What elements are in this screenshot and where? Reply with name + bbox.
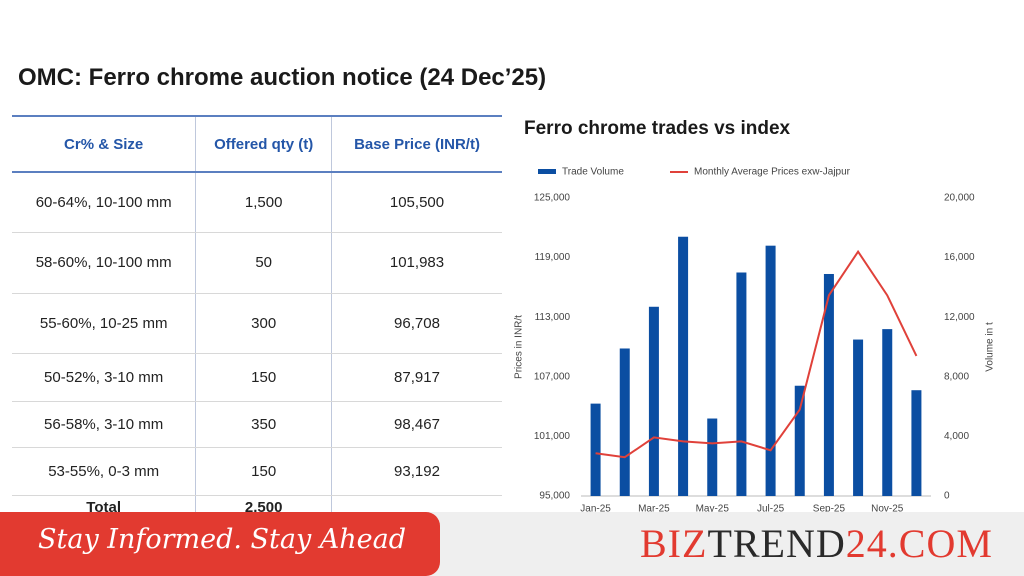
column-header: Cr% & Size	[12, 115, 196, 173]
bar	[707, 418, 718, 496]
brand-part: TREND	[707, 521, 846, 566]
y-tick-label: 101,000	[534, 431, 571, 442]
table-cell: 150	[195, 447, 332, 496]
table-row: 60-64%, 10-100 mm 1,500 105,500	[12, 172, 502, 233]
y2-tick-label: 16,000	[944, 252, 975, 263]
y2-tick-label: 8,000	[944, 371, 969, 382]
table-row: 50-52%, 3-10 mm 150 87,917	[12, 353, 502, 402]
table-cell: 53-55%, 0-3 mm	[12, 447, 196, 496]
table-cell: 96,708	[331, 293, 502, 354]
column-header: Offered qty (t)	[195, 115, 332, 173]
y2-axis-title: Volume in t	[985, 322, 996, 372]
price-line	[595, 249, 918, 459]
bar	[619, 348, 630, 496]
chart: Ferro chrome trades vs index 95,000 101,00…	[514, 118, 996, 512]
bar	[853, 339, 864, 496]
auction-table: Cr% & Size Offered qty (t) Base Price (INR…	[12, 115, 502, 521]
table-row: 55-60%, 10-25 mm 300 96,708	[12, 293, 502, 354]
table-cell: 101,983	[331, 232, 502, 294]
bar	[823, 273, 834, 496]
header-row: Cr% & Size Offered qty (t) Base Price (INR…	[12, 115, 502, 173]
table-cell: 50-52%, 3-10 mm	[12, 353, 196, 402]
table-cell: 55-60%, 10-25 mm	[12, 293, 196, 354]
y-tick-label: 113,000	[535, 312, 571, 323]
table-cell: 50	[195, 232, 332, 294]
table-row: 58-60%, 10-100 mm 50 101,983	[12, 232, 502, 294]
table-cell: 150	[195, 353, 332, 402]
page-title: OMC: Ferro chrome auction notice (24 Dec…	[18, 64, 547, 91]
table-cell: 58-60%, 10-100 mm	[12, 232, 196, 294]
y2-tick-label: 4,000	[944, 431, 969, 442]
x-tick-label: Jan-25	[580, 504, 611, 512]
table-cell: 105,500	[331, 172, 502, 233]
y-tick-label: 119,000	[535, 252, 571, 263]
bar	[590, 403, 601, 496]
table-cell: 1,500	[195, 172, 332, 233]
y2-tick-label: 0	[944, 491, 950, 502]
y2-tick-label: 20,000	[944, 193, 975, 204]
y-axis-title: Prices in INR/t	[514, 315, 525, 379]
table-cell: 98,467	[331, 401, 502, 448]
bar	[736, 272, 747, 496]
bar	[765, 245, 776, 496]
table-cell: 350	[195, 401, 332, 448]
bar	[794, 385, 805, 496]
y-tick-label: 107,000	[534, 371, 571, 382]
legend-label: Trade Volume	[562, 167, 624, 178]
table-cell: 60-64%, 10-100 mm	[12, 172, 196, 233]
chart-title: Ferro chrome trades vs index	[524, 118, 791, 139]
slogan: Stay Informed. Stay Ahead	[38, 524, 407, 555]
x-tick-label: Jul-25	[757, 504, 785, 512]
table-cell: 93,192	[331, 447, 502, 496]
bar	[882, 329, 893, 496]
column-header: Base Price (INR/t)	[331, 115, 502, 173]
table-row: 53-55%, 0-3 mm 150 93,192	[12, 447, 502, 496]
table-row: 56-58%, 3-10 mm 350 98,467	[12, 401, 502, 448]
x-tick-label: Sep-25	[813, 504, 846, 512]
table-cell: 300	[195, 293, 332, 354]
x-tick-label: Nov-25	[871, 504, 904, 512]
brand-part: 24.COM	[845, 521, 993, 566]
legend-label: Monthly Average Prices exw-Jajpur	[694, 167, 851, 178]
y-tick-label: 95,000	[539, 491, 570, 502]
bar	[911, 390, 922, 496]
x-tick-label: Mar-25	[638, 504, 670, 512]
footer: Stay Informed. Stay Ahead BIZTREND24.COM	[0, 512, 1024, 576]
legend-swatch	[538, 169, 556, 174]
y-tick-label: 125,000	[534, 193, 571, 204]
y2-tick-label: 12,000	[944, 312, 975, 323]
table-cell: 87,917	[331, 353, 502, 402]
bar	[678, 236, 689, 497]
brand: BIZTREND24.COM	[640, 520, 993, 567]
table-cell: 56-58%, 3-10 mm	[12, 401, 196, 448]
brand-part: BIZ	[640, 521, 708, 566]
bar	[648, 306, 659, 496]
x-tick-label: May-25	[696, 504, 730, 512]
banner: Stay Informed. Stay Ahead	[0, 512, 440, 576]
